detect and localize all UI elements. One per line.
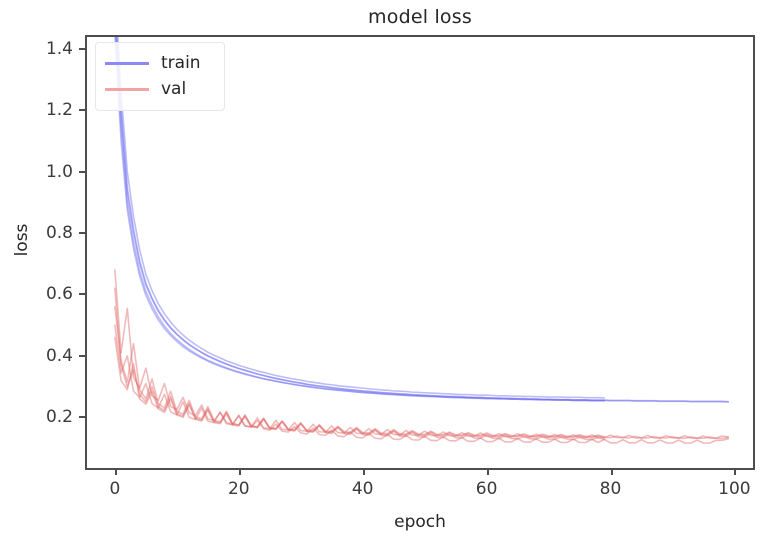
x-tick-mark (362, 469, 365, 475)
series-line-train (114, 37, 606, 402)
y-tick-label: 1.2 (45, 100, 73, 121)
y-tick-mark (79, 354, 85, 357)
legend-label-train: train (161, 53, 201, 73)
legend-line-train-icon (105, 61, 149, 65)
y-tick-mark (79, 231, 85, 234)
series-line-val (114, 287, 606, 438)
x-axis-label: epoch (394, 512, 446, 532)
x-tick-label: 20 (227, 479, 250, 499)
y-tick-label: 0.8 (45, 222, 73, 243)
x-tick-mark (486, 469, 489, 475)
y-tick-mark (79, 416, 85, 419)
series-line-val (114, 305, 606, 441)
series-line-train (115, 37, 730, 403)
page-title: model loss (368, 6, 472, 28)
y-tick-label: 0.2 (45, 407, 73, 428)
x-tick-label: 100 (718, 479, 751, 499)
y-tick-label: 1.4 (45, 38, 73, 59)
x-tick-mark (610, 469, 613, 475)
y-tick-label: 0.6 (45, 284, 73, 305)
x-tick-label: 60 (475, 479, 498, 499)
series-line-train (114, 37, 606, 402)
y-tick-label: 0.4 (45, 345, 73, 366)
y-tick-mark (79, 47, 85, 50)
legend-label-val: val (161, 79, 187, 99)
series-line-train (116, 37, 730, 403)
x-tick-label: 0 (109, 479, 121, 499)
legend-item-val[interactable]: val (105, 76, 215, 102)
series-line-val (114, 324, 730, 440)
series-lines (114, 37, 730, 444)
legend-item-train[interactable]: train (105, 50, 215, 76)
x-tick-mark (114, 469, 117, 475)
x-tick-mark (734, 469, 737, 475)
y-tick-label: 1.0 (45, 161, 73, 182)
y-tick-mark (79, 170, 85, 173)
y-tick-mark (79, 109, 85, 112)
series-line-val (114, 269, 730, 444)
y-tick-mark (79, 293, 85, 296)
x-tick-label: 80 (599, 479, 622, 499)
series-line-train (117, 37, 606, 399)
x-tick-label: 40 (351, 479, 374, 499)
series-line-val (114, 336, 730, 440)
x-tick-mark (238, 469, 241, 475)
legend: train val (95, 42, 225, 111)
legend-line-val-icon (105, 87, 149, 91)
